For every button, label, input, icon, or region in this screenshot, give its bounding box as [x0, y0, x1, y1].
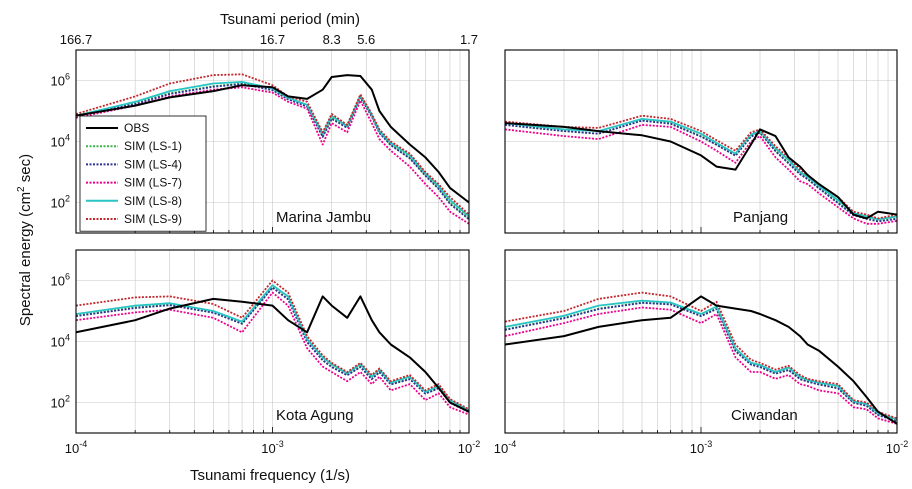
series-line-sim-ls-4	[505, 302, 897, 423]
panels: Marina Jambu 102 104 106 166.7 16.7 8.3 5.6 1.7 P…	[51, 32, 909, 456]
series-line-obs	[76, 74, 469, 204]
series-line-sim-ls-9	[505, 291, 897, 420]
y-axis-label-main: Spectral energy (cm	[17, 192, 34, 326]
legend-item-obs: OBS	[86, 121, 149, 135]
y-tick-label: 102	[51, 194, 70, 211]
y-axis-label-sup: 2	[16, 186, 27, 192]
x-tick-label: 10-3	[261, 439, 283, 456]
legend-label: SIM (LS-8)	[124, 194, 182, 208]
legend-box	[79, 115, 207, 232]
legend-label: SIM (LS-7)	[124, 176, 182, 190]
series-line-sim-ls-4	[76, 286, 469, 414]
top-axis-label: Tsunami period (min)	[220, 11, 360, 28]
x-tick-label: 10-4	[65, 439, 87, 456]
series-line-sim-ls-4	[76, 83, 469, 221]
panel-label: Kota Agung	[276, 407, 354, 424]
legend-item-sim-ls-8: SIM (LS-8)	[86, 194, 182, 208]
panel-label: Marina Jambu	[276, 209, 371, 226]
x-tick-label: 10-2	[886, 439, 908, 456]
series-line-sim-ls-7	[76, 291, 469, 416]
top-tick-label: 16.7	[260, 32, 285, 47]
panel-label: Panjang	[733, 209, 788, 226]
top-tick-label: 166.7	[60, 32, 93, 47]
y-axis-label-tail: sec)	[17, 154, 34, 187]
series-line-sim-ls-9	[76, 73, 469, 216]
series-line-sim-ls-8	[76, 284, 469, 412]
legend-item-sim-ls-9: SIM (LS-9)	[86, 212, 182, 226]
series-line-sim-ls-9	[505, 114, 897, 220]
series-line-obs	[505, 122, 897, 220]
axes-text: Tsunami period (min) Tsunami frequency (…	[16, 11, 360, 484]
x-tick-label: 10-4	[494, 439, 516, 456]
series-line-sim-ls-9	[76, 279, 469, 411]
legend-item-sim-ls-1: SIM (LS-1)	[86, 139, 182, 153]
top-tick-label: 8.3	[323, 32, 341, 47]
series-line-sim-ls-7	[505, 124, 897, 225]
x-tick-label: 10-3	[690, 439, 712, 456]
y-tick-label: 106	[51, 72, 70, 89]
x-tick-label: 10-2	[458, 439, 480, 456]
panel-marina-jambu: Marina Jambu 102 104 106 166.7 16.7 8.3 5.6 1.7	[51, 32, 478, 234]
series-line-sim-ls-4	[505, 119, 897, 223]
x-axis-label: Tsunami frequency (1/s)	[190, 467, 350, 484]
legend-label: OBS	[124, 121, 149, 135]
series-group	[76, 279, 469, 416]
top-tick-label: 5.6	[357, 32, 375, 47]
y-tick-label: 104	[51, 333, 70, 350]
y-axis-label: Spectral energy (cm2 sec)	[16, 154, 34, 326]
series-group	[505, 114, 897, 225]
series-line-sim-ls-7	[505, 306, 897, 425]
top-tick-label: 1.7	[460, 32, 478, 47]
y-tick-label: 104	[51, 133, 70, 150]
series-group	[76, 73, 469, 225]
legend: OBS SIM (LS-1) SIM (LS-4) SIM (LS-7) SIM (LS…	[79, 115, 207, 232]
panel-kota-agung: Kota Agung 102 104 106 10-4 10-3 10-2	[51, 249, 480, 456]
y-tick-label: 102	[51, 394, 70, 411]
series-line-obs	[505, 295, 897, 425]
panel-label: Ciwandan	[731, 407, 798, 424]
legend-item-sim-ls-4: SIM (LS-4)	[86, 157, 182, 171]
legend-item-sim-ls-7: SIM (LS-7)	[86, 176, 182, 190]
legend-label: SIM (LS-4)	[124, 157, 182, 171]
series-line-obs	[76, 295, 469, 413]
legend-label: SIM (LS-1)	[124, 139, 182, 153]
legend-label: SIM (LS-9)	[124, 212, 182, 226]
series-group	[505, 291, 897, 425]
panel-ciwandan: Ciwandan 10-4 10-3 10-2	[494, 249, 908, 456]
y-tick-label: 106	[51, 272, 70, 289]
series-line-sim-ls-8	[76, 81, 469, 218]
panel-panjang: Panjang	[504, 49, 898, 234]
